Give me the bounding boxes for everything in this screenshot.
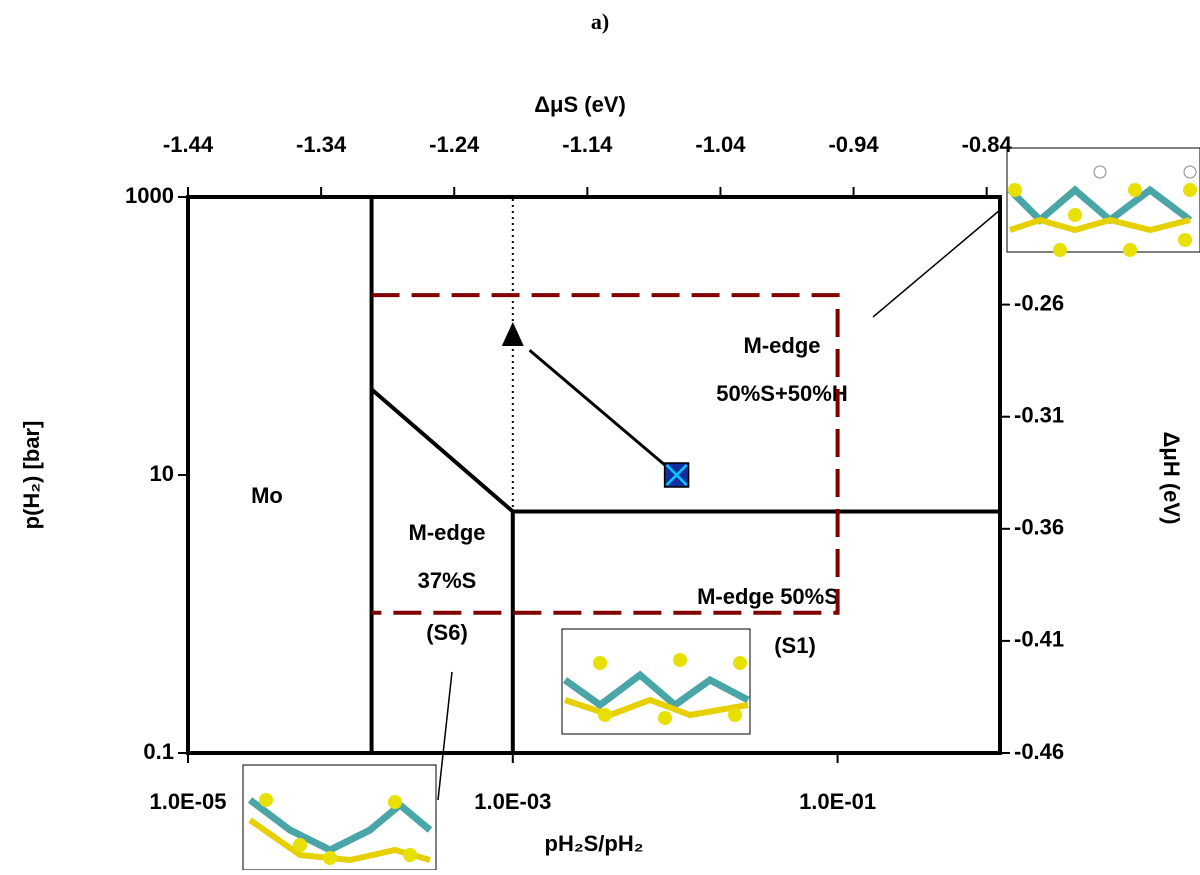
annotation: M-edge bbox=[744, 333, 821, 358]
y2-tick-label: -0.46 bbox=[1014, 739, 1064, 764]
x2-tick-label: -1.24 bbox=[429, 132, 480, 157]
x2-tick-label: -1.14 bbox=[562, 132, 613, 157]
x-tick-label: 1.0E-03 bbox=[474, 789, 551, 814]
chart-title: a) bbox=[591, 9, 609, 34]
x2-tick-label: -1.04 bbox=[695, 132, 746, 157]
annotation: M-edge bbox=[409, 520, 486, 545]
annotation: (S6) bbox=[426, 620, 468, 645]
inset-right bbox=[1007, 148, 1200, 257]
y-tick-label: 1000 bbox=[125, 183, 174, 208]
x2-tick-label: -0.84 bbox=[962, 132, 1013, 157]
annotation: (S1) bbox=[774, 633, 816, 658]
y-tick-label: 0.1 bbox=[143, 739, 174, 764]
x-tick-label: 1.0E-05 bbox=[149, 789, 226, 814]
y2-tick-label: -0.31 bbox=[1014, 403, 1064, 428]
y2-tick-label: -0.36 bbox=[1014, 515, 1064, 540]
chart: a) ΔμS (eV) pH₂S/pH₂ p(H₂) [bar] ΔμH (eV… bbox=[0, 0, 1200, 870]
y2-axis-label: ΔμH (eV) bbox=[1159, 432, 1184, 525]
phase-boundary bbox=[372, 389, 1000, 511]
annotation: 50%S+50%H bbox=[716, 381, 847, 406]
x-tick-label: 1.0E-01 bbox=[799, 789, 876, 814]
annotation: Mo bbox=[251, 483, 283, 508]
y-axis-label: p(H₂) [bar] bbox=[19, 421, 44, 530]
x2-tick-label: -1.34 bbox=[296, 132, 347, 157]
annotation: 37%S bbox=[418, 568, 477, 593]
x2-tick-label: -1.44 bbox=[163, 132, 214, 157]
annotation: M-edge 50%S bbox=[697, 584, 839, 609]
y2-tick-label: -0.41 bbox=[1014, 627, 1064, 652]
inset-middle bbox=[562, 629, 750, 734]
y-tick-label: 10 bbox=[150, 461, 174, 486]
x2-tick-label: -0.94 bbox=[828, 132, 879, 157]
x2-axis-label: ΔμS (eV) bbox=[534, 92, 626, 117]
connector bbox=[438, 672, 452, 800]
y2-tick-label: -0.26 bbox=[1014, 290, 1064, 315]
arrow-shaft bbox=[530, 350, 677, 475]
inset-bottom bbox=[243, 765, 436, 870]
connector bbox=[873, 210, 1000, 317]
x-axis-label: pH₂S/pH₂ bbox=[545, 831, 644, 856]
arrow-head bbox=[502, 322, 524, 346]
